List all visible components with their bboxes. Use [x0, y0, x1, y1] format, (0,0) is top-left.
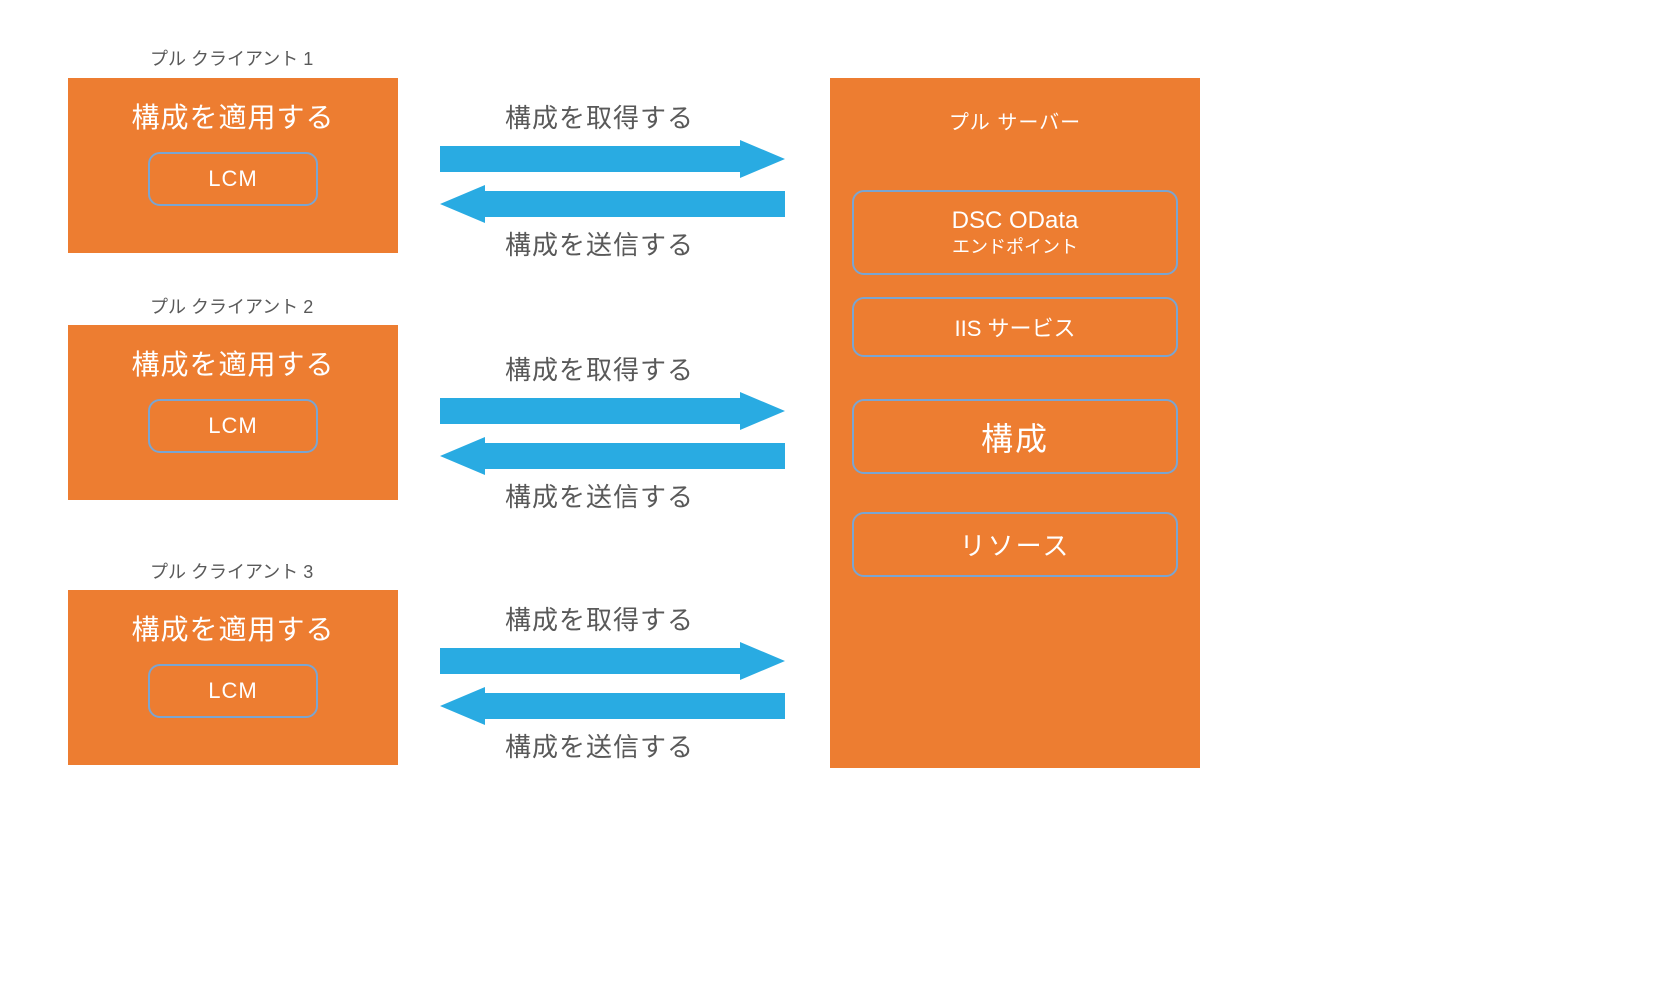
- arrow-2-left-icon: [440, 437, 785, 475]
- client-3-title: 構成を適用する: [88, 608, 378, 648]
- client-2-title: 構成を適用する: [88, 343, 378, 383]
- arrow-3-send-label: 構成を送信する: [505, 727, 694, 764]
- server-title: プル サーバー: [852, 78, 1178, 190]
- arrow-1-get-label: 構成を取得する: [505, 98, 694, 135]
- client-2-label: プル クライアント 2: [150, 293, 313, 319]
- server-item-config-text: 構成: [981, 414, 1049, 460]
- arrow-2-send-label: 構成を送信する: [505, 477, 694, 514]
- arrow-1-right-icon: [440, 140, 785, 178]
- client-1-label: プル クライアント 1: [150, 45, 313, 71]
- client-1-lcm: LCM: [148, 152, 318, 206]
- client-3-label: プル クライアント 3: [150, 558, 313, 584]
- arrow-3-right-icon: [440, 642, 785, 680]
- client-2-box: 構成を適用する LCM: [68, 325, 398, 500]
- server-item-odata: DSC OData エンドポイント: [852, 190, 1178, 275]
- client-1-box: 構成を適用する LCM: [68, 78, 398, 253]
- arrow-1-left-icon: [440, 185, 785, 223]
- client-2-lcm: LCM: [148, 399, 318, 453]
- server-box: プル サーバー DSC OData エンドポイント IIS サービス 構成 リソ…: [830, 78, 1200, 768]
- server-item-odata-line2: エンドポイント: [952, 236, 1078, 259]
- client-3-lcm: LCM: [148, 664, 318, 718]
- client-3-box: 構成を適用する LCM: [68, 590, 398, 765]
- server-item-resource-text: リソース: [960, 526, 1071, 563]
- arrow-1-send-label: 構成を送信する: [505, 225, 694, 262]
- server-item-resource: リソース: [852, 512, 1178, 577]
- client-1-title: 構成を適用する: [88, 96, 378, 136]
- server-item-iis: IIS サービス: [852, 297, 1178, 357]
- server-item-iis-text: IIS サービス: [954, 311, 1075, 343]
- arrow-3-left-icon: [440, 687, 785, 725]
- server-item-config: 構成: [852, 399, 1178, 474]
- arrow-3-get-label: 構成を取得する: [505, 600, 694, 637]
- dsc-pull-diagram: プル クライアント 1 構成を適用する LCM プル クライアント 2 構成を適…: [0, 0, 1655, 1000]
- arrow-2-get-label: 構成を取得する: [505, 350, 694, 387]
- server-item-odata-line1: DSC OData: [952, 205, 1079, 236]
- arrow-2-right-icon: [440, 392, 785, 430]
